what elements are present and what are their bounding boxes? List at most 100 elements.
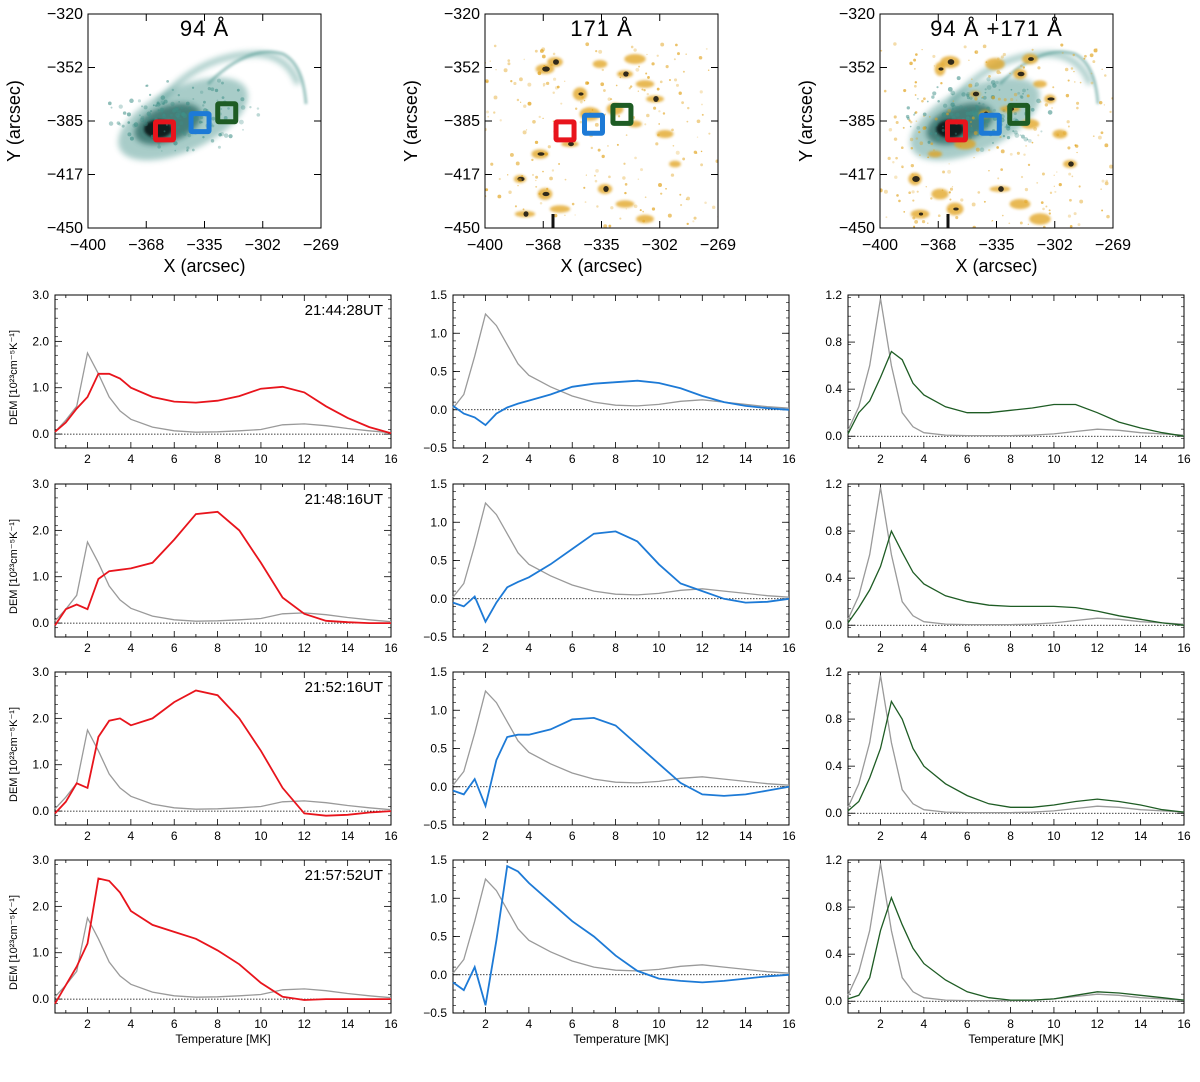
speckle — [986, 77, 991, 82]
speckle — [228, 134, 233, 139]
gold-speckle — [1037, 66, 1041, 70]
speckle — [177, 126, 180, 129]
gold-speckle — [704, 201, 707, 205]
dark-core — [938, 67, 944, 71]
speckle — [175, 106, 179, 111]
gold-speckle — [653, 106, 657, 110]
speckle — [917, 98, 919, 100]
speckle — [127, 132, 132, 137]
dark-core — [523, 211, 529, 217]
image-content — [880, 14, 1113, 228]
gold-speckle — [665, 187, 667, 190]
plot-frame — [54, 671, 392, 826]
gold-speckle — [634, 156, 637, 160]
speckle — [941, 112, 947, 118]
y-tick-label: 0.0 — [32, 616, 49, 630]
speckle — [966, 91, 971, 97]
gold-speckle — [893, 137, 898, 141]
gold-speckle — [880, 188, 883, 193]
speckle — [970, 128, 973, 132]
x-tick-label: 12 — [1091, 641, 1105, 655]
x-tick-label: 12 — [696, 452, 710, 466]
gold-speckle — [668, 78, 672, 82]
gold-speckle — [1090, 81, 1094, 85]
y-axis-label: DEM [10²³cm⁻⁵K⁻¹] — [8, 330, 20, 425]
x-axis-label: Temperature [MK] — [968, 1032, 1063, 1046]
speckle — [181, 131, 184, 134]
speckle — [984, 91, 987, 94]
dem-curve-green — [847, 350, 1185, 437]
gold-speckle — [608, 175, 611, 179]
speckle — [982, 117, 988, 123]
gold-speckle — [591, 109, 594, 111]
speckle — [985, 120, 989, 124]
x-tick-label: 6 — [171, 1017, 178, 1031]
gold-speckle — [660, 42, 665, 47]
gold-speckle — [677, 52, 680, 56]
speckle — [188, 106, 191, 110]
gold-speckle — [699, 90, 703, 94]
gold-speckle — [594, 122, 599, 127]
gold-speckle — [913, 58, 917, 62]
gold-speckle — [579, 120, 583, 124]
gold-speckle — [658, 123, 661, 125]
gold-speckle — [594, 174, 596, 177]
speckle — [143, 105, 148, 110]
x-tick-label: 6 — [964, 452, 971, 466]
speckle — [175, 112, 180, 118]
gold-speckle — [584, 201, 587, 203]
gold-speckle — [517, 178, 522, 183]
gold-speckle — [643, 89, 646, 92]
x-tick-label: 14 — [739, 641, 753, 655]
gold-speckle — [489, 60, 491, 62]
gold-speckle — [513, 81, 517, 86]
gold-speckle — [673, 58, 676, 61]
x-tick-label: 2 — [877, 641, 884, 655]
gold-speckle — [1040, 201, 1044, 204]
gold-speckle — [585, 81, 589, 85]
dem-plot-r4-c1: 2 4 6 8 10 12 14 16 0.0 1.0 2.0 3.0 21:57:52UT DEM [1… — [8, 853, 398, 1046]
gold-speckle — [898, 199, 901, 203]
gold-speckle — [581, 96, 584, 99]
gold-speckle — [913, 84, 917, 88]
speckle — [1013, 130, 1018, 135]
gold-speckle — [657, 133, 660, 137]
speckle — [192, 118, 196, 123]
gold-speckle — [927, 222, 929, 224]
x-tick-label: 14 — [739, 1017, 753, 1031]
speckle — [211, 124, 215, 128]
gold-speckle — [490, 162, 494, 166]
gold-speckle — [1023, 153, 1026, 156]
speckle — [926, 100, 929, 103]
gold-speckle — [644, 196, 647, 199]
loop-arc — [998, 50, 1100, 105]
y-tick-label: −450 — [444, 220, 480, 237]
speckle — [142, 120, 145, 123]
gold-speckle — [988, 74, 991, 78]
speckle — [974, 82, 979, 87]
x-tick-label: 6 — [171, 641, 178, 655]
speckle — [210, 87, 215, 92]
y-tick-label: 1.0 — [32, 570, 49, 584]
x-tick-label: 16 — [1177, 641, 1191, 655]
y-tick-label: 0.5 — [430, 930, 447, 944]
gold-speckle — [949, 198, 952, 201]
speckle — [178, 100, 180, 103]
gold-speckle — [1067, 125, 1070, 128]
speckle — [199, 115, 204, 120]
gold-speckle — [670, 173, 675, 177]
gold-speckle — [598, 49, 603, 54]
gold-speckle — [1000, 149, 1005, 154]
gold-speckle — [580, 100, 583, 104]
y-tick-label: 0.5 — [430, 742, 447, 756]
speckle — [118, 122, 122, 126]
gold-speckle — [896, 194, 899, 197]
dem-curve-blue — [452, 716, 790, 809]
speckle — [909, 125, 912, 128]
gold-speckle — [1027, 163, 1031, 167]
x-tick-label: −269 — [700, 237, 736, 254]
y-tick-label: 2.0 — [32, 711, 49, 725]
gold-speckle — [527, 101, 532, 106]
gold-blob — [636, 214, 654, 224]
y-tick-label: −417 — [839, 167, 875, 184]
